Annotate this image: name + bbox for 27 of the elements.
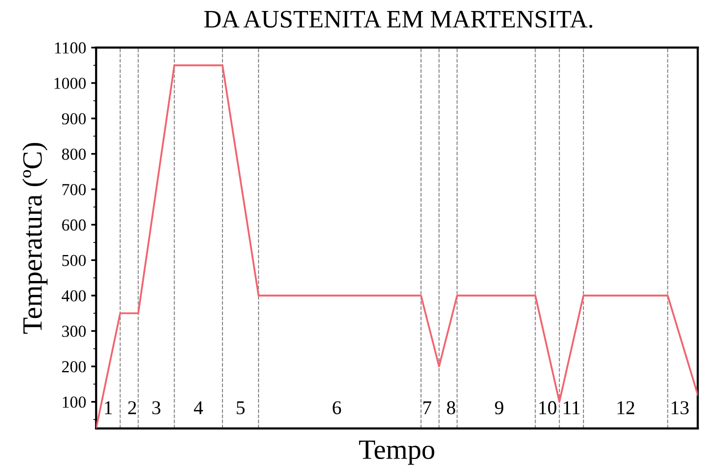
x-tick-label: 1	[105, 401, 112, 414]
x-tick-label: 3	[152, 401, 160, 414]
y-tick-label: 900	[62, 113, 86, 124]
x-tick-label: 2	[128, 401, 136, 414]
y-axis-title: Temperatura (ºC)	[22, 142, 48, 334]
x-axis-title: Tempo	[359, 440, 434, 465]
x-tick-label: 7	[423, 401, 432, 414]
x-tick-label: 12	[618, 401, 634, 414]
x-tick-label: 10	[539, 401, 556, 414]
y-tick-label: 800	[62, 148, 86, 160]
x-tick-label: 8	[446, 401, 456, 414]
chart-title: DA AUSTENITA EM MARTENSITA.	[204, 10, 592, 28]
x-tick-label: 13	[672, 401, 689, 414]
y-tick-label: 1100	[55, 42, 86, 54]
y-tick-label: 100	[62, 396, 86, 408]
x-tick-label: 9	[494, 401, 504, 414]
y-tick-label: 1000	[54, 78, 86, 89]
y-tick-label: 700	[62, 184, 86, 196]
x-tick-label: 11	[564, 401, 580, 414]
y-tick-label: 600	[62, 219, 86, 231]
x-tick-label: 6	[332, 401, 342, 414]
y-tick-label: 500	[62, 254, 86, 266]
x-tick-label: 5	[236, 401, 245, 414]
x-tick-label: 4	[194, 401, 203, 414]
y-tick-label: 400	[62, 290, 86, 302]
y-tick-label: 200	[62, 361, 86, 372]
y-tick-label: 300	[62, 326, 86, 337]
